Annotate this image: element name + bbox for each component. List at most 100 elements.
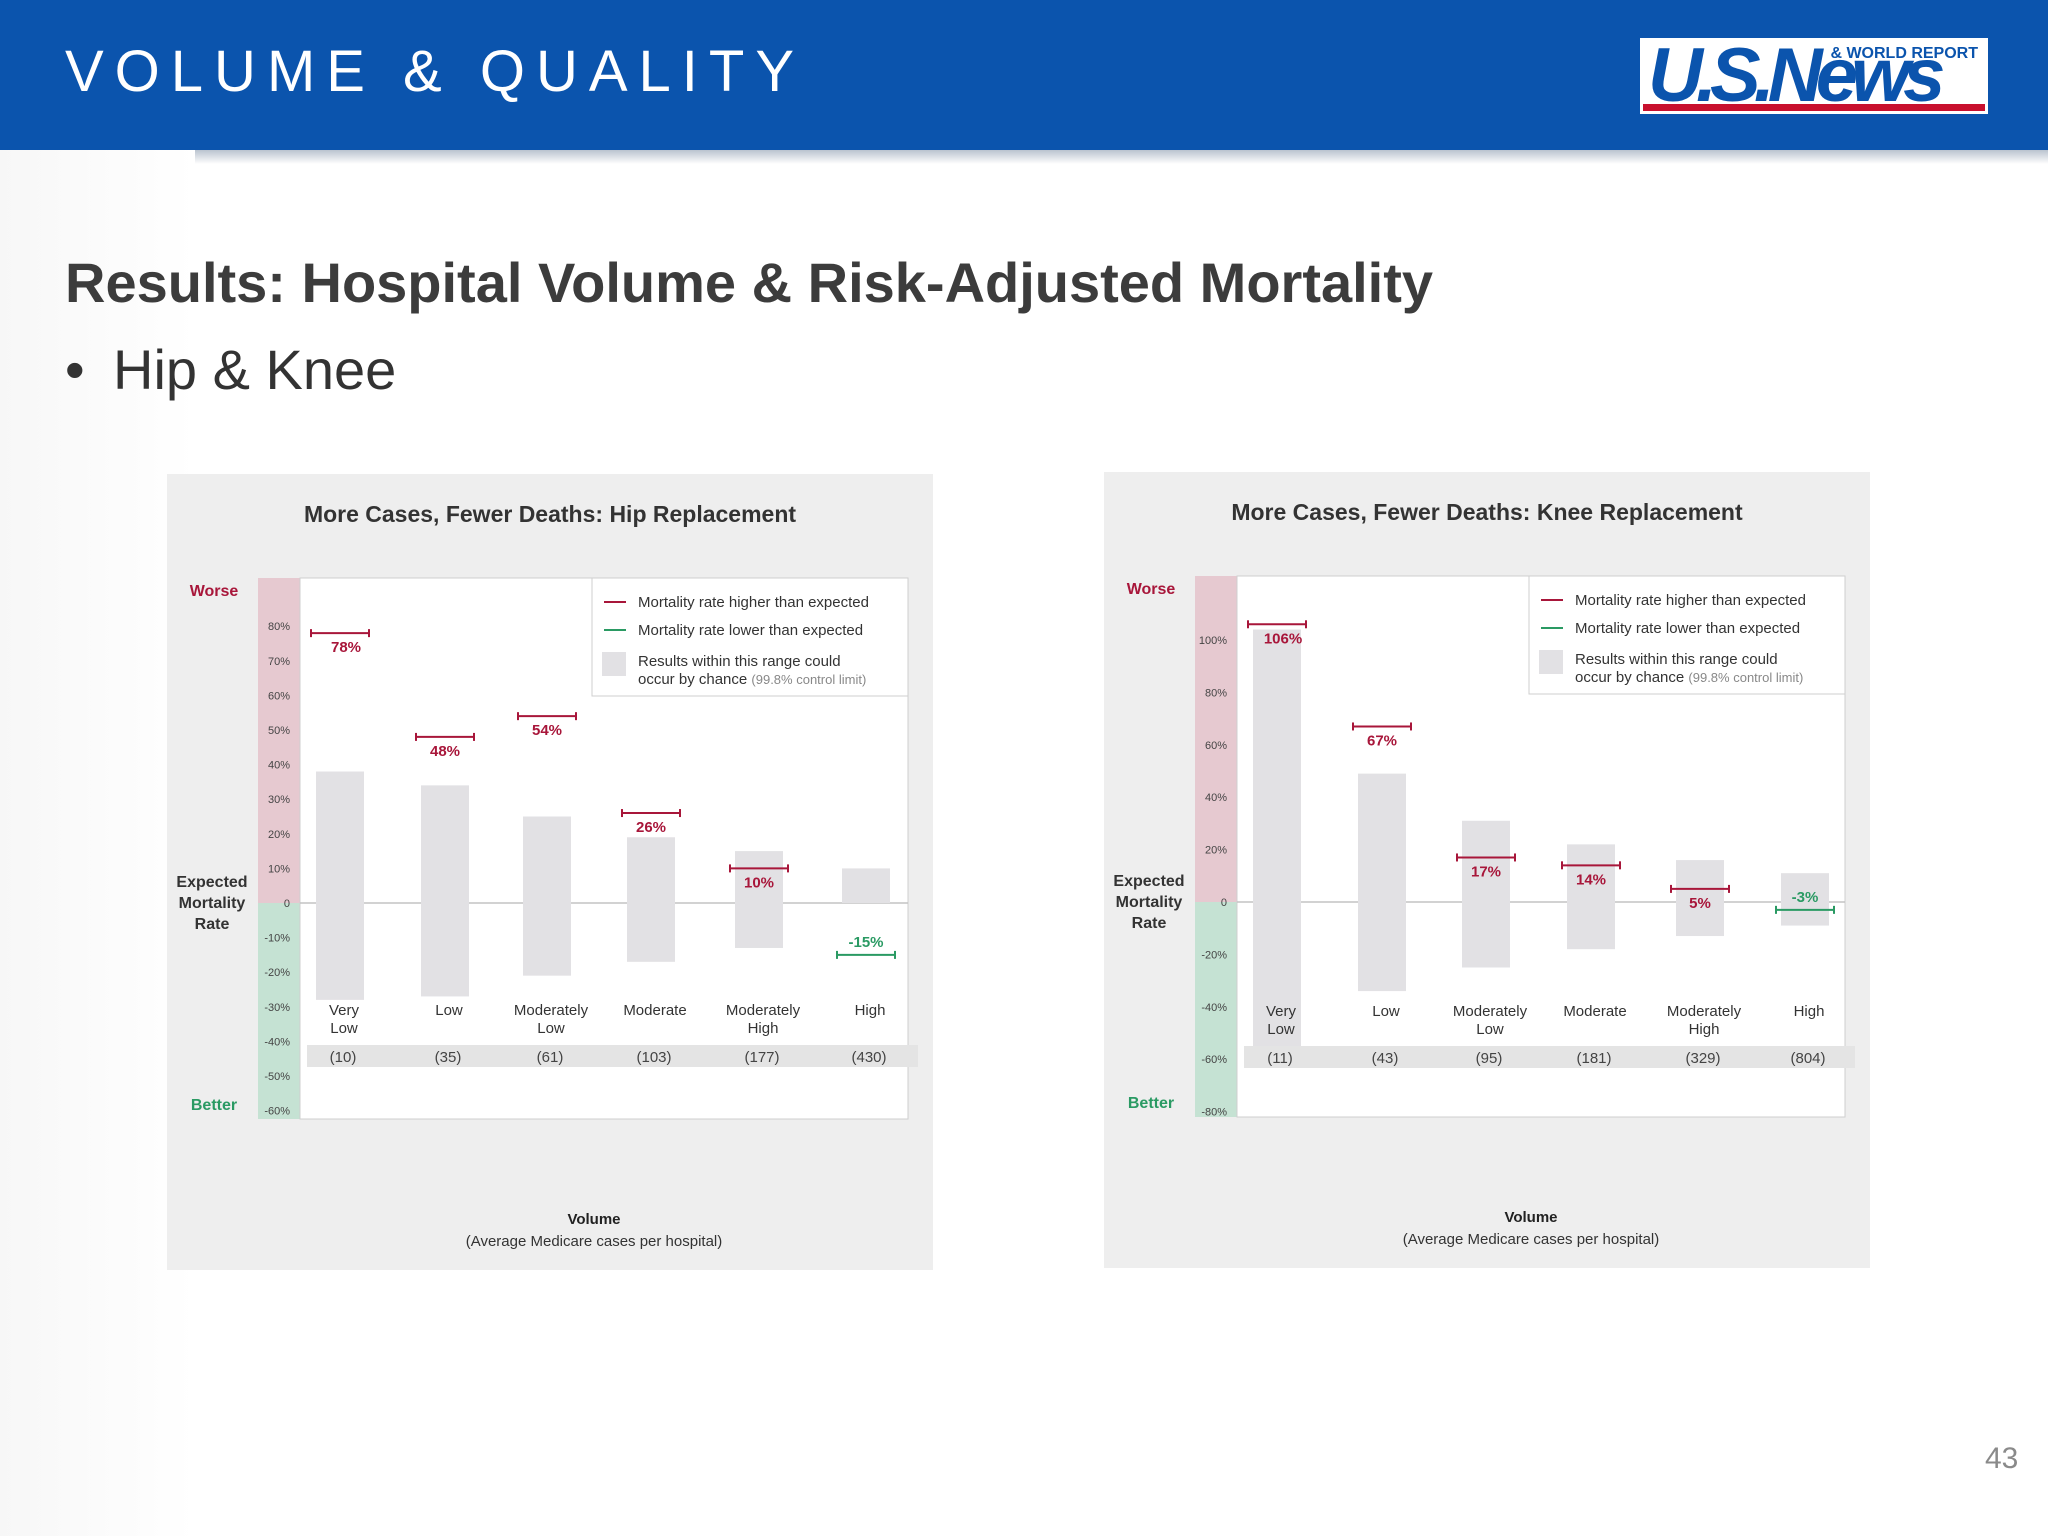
page-number: 43	[1985, 1442, 2019, 1475]
value-label: 67%	[1367, 732, 1397, 749]
category-label: Moderate	[623, 1002, 686, 1019]
category-label: Very	[1266, 1003, 1297, 1020]
chart-title: More Cases, Fewer Deaths: Knee Replaceme…	[1231, 499, 1743, 525]
y-tick-label: 0	[1221, 897, 1227, 909]
legend-range-line2: occur by chance (99.8% control limit)	[638, 671, 866, 688]
y-tick-label: -60%	[264, 1106, 290, 1118]
y-tick-label: 80%	[268, 621, 290, 633]
legend-range-line1: Results within this range could	[638, 653, 841, 670]
value-label: 17%	[1471, 863, 1501, 880]
logo-wordmark: U.S.News	[1648, 33, 1945, 118]
better-strip	[258, 903, 300, 1119]
category-label: Low	[1267, 1021, 1295, 1038]
category-count: (329)	[1685, 1050, 1720, 1067]
y-tick-label: 60%	[1205, 740, 1227, 752]
section-title: VOLUME & QUALITY	[65, 39, 806, 104]
y-tick-label: -80%	[1201, 1107, 1227, 1119]
category-label: Moderately	[726, 1002, 801, 1019]
x-axis-sublabel: (Average Medicare cases per hospital)	[1403, 1231, 1660, 1248]
category-count: (804)	[1790, 1050, 1825, 1067]
y-axis-label-line: Mortality	[179, 895, 246, 912]
count-band	[1244, 1046, 1855, 1068]
y-tick-label: 60%	[268, 690, 290, 702]
x-axis-label: Volume	[1504, 1209, 1557, 1226]
legend-range-line2a: occur by chance	[1575, 669, 1688, 686]
slide-header: VOLUME & QUALITY U.S.News & WORLD REPORT	[0, 0, 2048, 150]
y-tick-label: -40%	[264, 1036, 290, 1048]
value-label: 14%	[1576, 871, 1606, 888]
value-label: -3%	[1792, 889, 1819, 906]
count-band	[307, 1045, 918, 1067]
category-label: High	[855, 1002, 886, 1019]
knee-chart-panel: More Cases, Fewer Deaths: Knee Replaceme…	[1104, 472, 1870, 1268]
y-tick-label: 0	[284, 898, 290, 910]
y-axis-label-line: Rate	[195, 916, 230, 933]
category-label: Low	[1476, 1021, 1504, 1038]
y-tick-label: -20%	[264, 967, 290, 979]
worse-label: Worse	[1127, 581, 1176, 598]
y-tick-label: 20%	[1205, 845, 1227, 857]
legend-higher: Mortality rate higher than expected	[1575, 592, 1806, 609]
y-tick-label: 50%	[268, 725, 290, 737]
x-axis-label: Volume	[567, 1211, 620, 1228]
legend-swatch-range	[1539, 650, 1563, 674]
category-label: Moderate	[1563, 1003, 1626, 1020]
legend-higher: Mortality rate higher than expected	[638, 594, 869, 611]
value-label: 26%	[636, 819, 666, 836]
y-axis-label-line: Rate	[1132, 915, 1167, 932]
legend-range-line2b: (99.8% control limit)	[751, 672, 866, 687]
value-label: 5%	[1689, 895, 1711, 912]
range-bar	[1462, 820, 1510, 968]
category-count: (61)	[537, 1049, 564, 1066]
category-label: Very	[329, 1002, 360, 1019]
category-label: Low	[330, 1020, 358, 1037]
range-bar	[1567, 844, 1615, 950]
bullet-dot: •	[65, 338, 85, 401]
value-label: 106%	[1264, 630, 1302, 647]
range-bar	[523, 816, 571, 976]
value-label: 10%	[744, 874, 774, 891]
y-tick-label: 100%	[1199, 635, 1227, 647]
y-tick-label: 40%	[268, 760, 290, 772]
y-axis-label-line: Expected	[176, 874, 247, 891]
range-bar	[842, 868, 890, 903]
range-bar	[421, 785, 469, 997]
value-label: -15%	[848, 934, 883, 951]
legend-box	[591, 577, 909, 697]
category-label: Low	[1372, 1003, 1400, 1020]
legend-range-line1: Results within this range could	[1575, 651, 1778, 668]
category-count: (35)	[435, 1049, 462, 1066]
better-strip	[1195, 902, 1237, 1117]
category-label: High	[1689, 1021, 1720, 1038]
y-tick-label: -30%	[264, 1002, 290, 1014]
range-bar	[1358, 773, 1406, 992]
worse-strip	[1195, 576, 1237, 902]
y-tick-label: 70%	[268, 656, 290, 668]
category-label: Low	[435, 1002, 463, 1019]
legend-range-line2a: occur by chance	[638, 671, 751, 688]
legend-lower: Mortality rate lower than expected	[638, 622, 863, 639]
chart-title: More Cases, Fewer Deaths: Hip Replacemen…	[304, 501, 796, 527]
category-count: (181)	[1576, 1050, 1611, 1067]
y-axis-label-line: Mortality	[1116, 894, 1183, 911]
y-tick-label: 20%	[268, 829, 290, 841]
category-label: High	[1794, 1003, 1825, 1020]
category-label: Moderately	[1667, 1003, 1742, 1020]
bullet-item: • Hip & Knee	[65, 335, 396, 405]
better-label: Better	[1128, 1095, 1174, 1112]
category-label: Moderately	[514, 1002, 589, 1019]
y-tick-label: -20%	[1201, 949, 1227, 961]
usnews-logo: U.S.News & WORLD REPORT	[1638, 36, 1990, 116]
legend-swatch-range	[602, 652, 626, 676]
category-count: (430)	[851, 1049, 886, 1066]
range-bar	[1781, 873, 1829, 926]
value-label: 78%	[331, 639, 361, 656]
logo-subtext: & WORLD REPORT	[1830, 45, 1978, 62]
legend-range-line2: occur by chance (99.8% control limit)	[1575, 669, 1803, 686]
y-tick-label: -50%	[264, 1071, 290, 1083]
category-count: (103)	[636, 1049, 671, 1066]
x-axis-sublabel: (Average Medicare cases per hospital)	[466, 1233, 723, 1250]
worse-label: Worse	[190, 583, 239, 600]
slide-left-shade	[0, 150, 195, 1536]
range-bar	[316, 771, 364, 1000]
